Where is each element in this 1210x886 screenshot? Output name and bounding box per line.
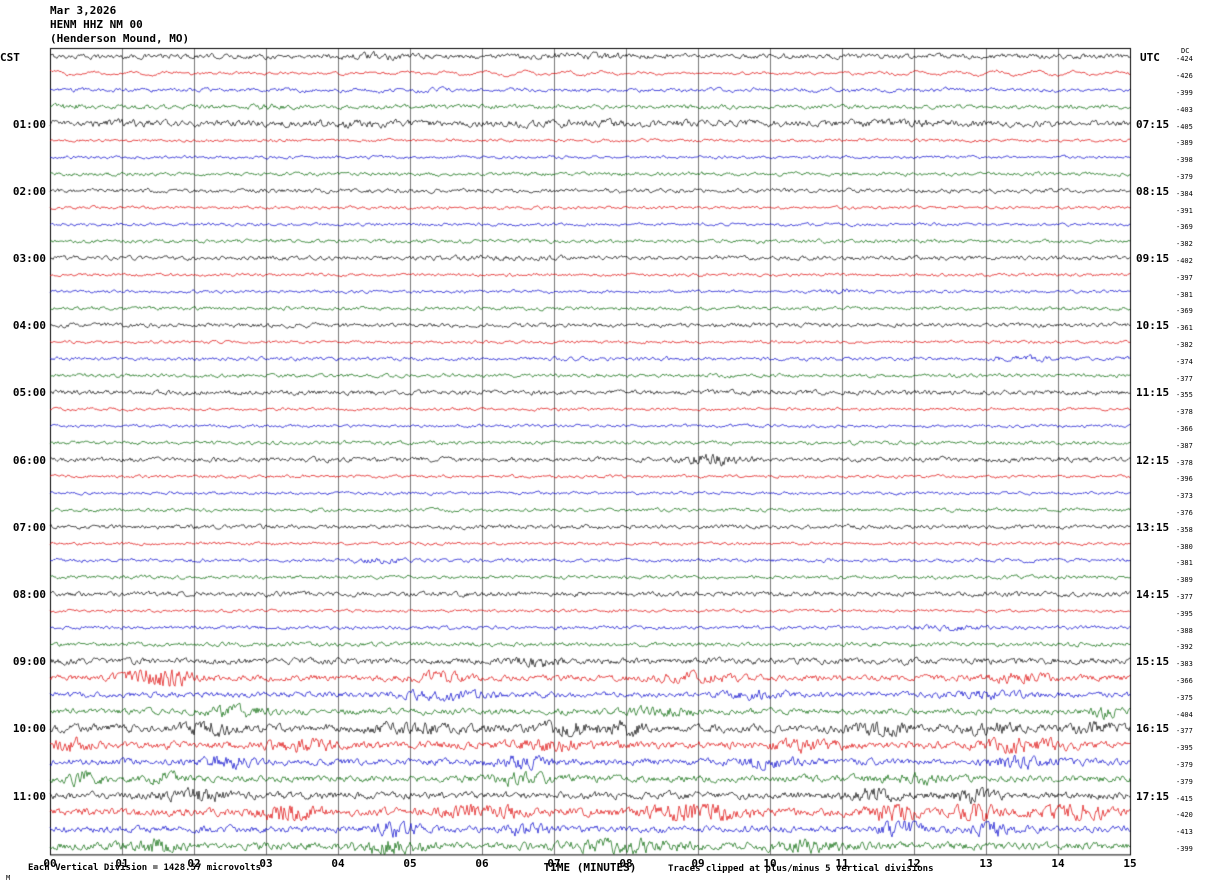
x-tick-label: 12 (907, 857, 921, 870)
x-tick-label: 02 (187, 857, 201, 870)
dc-value-label: -380 (1176, 542, 1193, 551)
dc-value-label: -398 (1176, 156, 1193, 165)
dc-value-label: -376 (1176, 509, 1193, 517)
dc-value-label: -382 (1176, 341, 1193, 349)
dc-value-label: -392 (1176, 643, 1193, 652)
dc-value-label: -420 (1176, 811, 1193, 820)
dc-value-label: -366 (1176, 425, 1193, 433)
right-hour-label: 17:15 (1136, 789, 1170, 803)
right-hour-label: 09:15 (1136, 252, 1170, 265)
x-tick-label: 04 (331, 857, 345, 870)
x-tick-label: 15 (1123, 857, 1137, 870)
corner-mark: M (6, 874, 11, 882)
x-tick-label: 07 (547, 857, 561, 870)
dc-value-label: -383 (1176, 660, 1193, 669)
dc-value-label: -399 (1176, 89, 1193, 97)
right-hour-label: 13:15 (1136, 520, 1170, 534)
dc-value-label: -377 (1176, 593, 1193, 601)
dc-value-label: -397 (1176, 273, 1193, 282)
clip-note: Traces clipped at plus/minus 5 vertical … (668, 864, 934, 874)
left-timezone-label: CST (0, 51, 20, 64)
right-hour-label: 07:15 (1136, 117, 1170, 131)
dc-value-label: -415 (1176, 794, 1193, 803)
dc-value-label: -369 (1176, 223, 1193, 232)
left-hour-label: 04:00 (12, 319, 46, 333)
x-tick-label: 11 (835, 857, 849, 870)
dc-value-label: -382 (1176, 240, 1193, 249)
dc-value-label: -413 (1176, 828, 1193, 837)
right-hour-label: 12:15 (1136, 453, 1170, 467)
station-label: HENM HHZ NM 00 (50, 18, 143, 31)
right-hour-label: 14:15 (1136, 588, 1170, 601)
right-hour-label: 10:15 (1136, 319, 1170, 333)
date-label: Mar 3,2026 (50, 4, 117, 17)
dc-value-label: -424 (1176, 55, 1193, 64)
dc-value-label: -375 (1176, 693, 1193, 702)
dc-header-label: DC (1181, 47, 1190, 55)
scale-note: Each Vertical Division = 1428.57 microvo… (28, 863, 261, 873)
x-tick-label: 09 (691, 857, 705, 870)
dc-value-label: -361 (1176, 324, 1193, 333)
dc-value-label: -366 (1176, 677, 1193, 685)
left-hour-label: 03:00 (12, 252, 46, 265)
dc-value-label: -379 (1176, 777, 1193, 786)
dc-value-label: -377 (1176, 374, 1193, 383)
right-hour-label: 16:15 (1136, 722, 1170, 736)
x-tick-label: 08 (619, 857, 633, 870)
dc-value-label: -387 (1176, 441, 1193, 450)
dc-value-label: -402 (1176, 257, 1193, 265)
dc-value-label: -377 (1176, 727, 1193, 736)
right-timezone-label: UTC (1140, 51, 1160, 64)
dc-value-label: -369 (1176, 307, 1193, 316)
dc-value-label: -384 (1176, 189, 1193, 198)
left-hour-label: 05:00 (12, 386, 46, 400)
x-tick-label: 03 (259, 857, 273, 870)
x-tick-label: 10 (763, 857, 777, 870)
dc-value-label: -391 (1176, 206, 1193, 215)
dc-value-label: -389 (1176, 576, 1193, 585)
dc-value-label: -395 (1176, 609, 1193, 618)
dc-value-label: -388 (1176, 626, 1193, 635)
x-tick-label: 06 (475, 857, 489, 870)
x-tick-label: 00 (43, 857, 57, 870)
dc-value-label: -404 (1176, 710, 1193, 719)
left-hour-label: 06:00 (12, 453, 46, 467)
left-hour-label: 09:00 (12, 655, 46, 669)
dc-value-label: -396 (1176, 475, 1193, 484)
left-hour-label: 02:00 (12, 184, 46, 198)
x-tick-label: 13 (979, 857, 993, 870)
right-hour-label: 08:15 (1136, 184, 1170, 198)
x-tick-label: 01 (115, 857, 129, 870)
right-hour-label: 15:15 (1136, 655, 1170, 669)
location-label: (Henderson Mound, MO) (50, 32, 190, 45)
left-hour-label: 10:00 (12, 722, 46, 736)
left-hour-label: 07:00 (12, 520, 46, 534)
dc-value-label: -374 (1176, 357, 1193, 366)
dc-value-label: -399 (1176, 845, 1193, 853)
dc-value-label: -379 (1176, 761, 1193, 769)
dc-value-label: -373 (1176, 492, 1193, 501)
dc-value-label: -405 (1176, 122, 1193, 131)
dc-value-label: -381 (1176, 559, 1193, 568)
right-hour-label: 11:15 (1136, 386, 1170, 400)
dc-value-label: -378 (1176, 458, 1193, 467)
left-hour-label: 01:00 (12, 117, 46, 131)
x-tick-label: 05 (403, 857, 417, 870)
dc-value-label: -381 (1176, 290, 1193, 299)
left-hour-label: 08:00 (12, 588, 46, 601)
x-tick-label: 14 (1051, 857, 1065, 870)
dc-value-label: -403 (1176, 105, 1193, 114)
left-hour-label: 11:00 (12, 789, 46, 803)
x-axis-title: TIME (MINUTES) (543, 861, 637, 874)
dc-value-label: -355 (1176, 391, 1193, 400)
dc-value-label: -379 (1176, 173, 1193, 181)
dc-value-label: -426 (1176, 72, 1193, 81)
dc-value-label: -378 (1176, 408, 1193, 417)
dc-value-label: -389 (1176, 139, 1193, 148)
dc-value-label: -358 (1176, 525, 1193, 534)
dc-value-label: -395 (1176, 744, 1193, 753)
